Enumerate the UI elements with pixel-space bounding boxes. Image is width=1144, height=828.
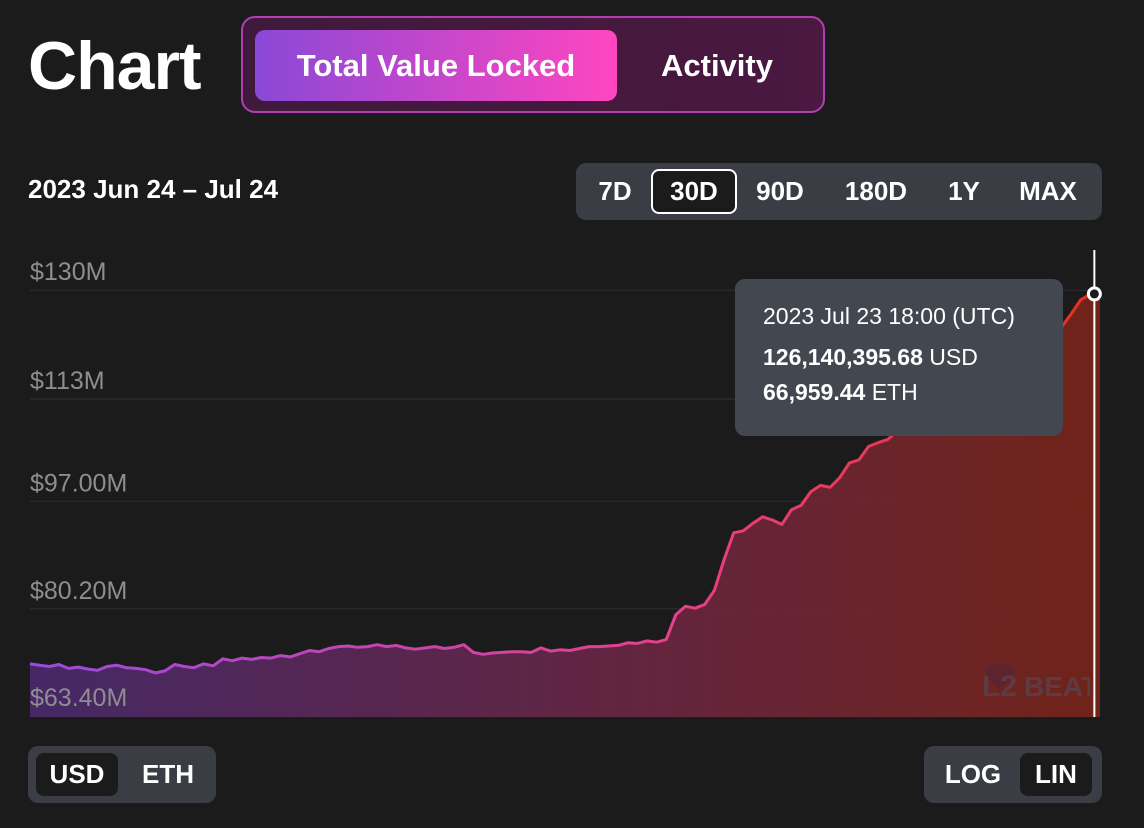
y-tick-label: $130M — [30, 258, 106, 286]
range-30d-button[interactable]: 30D — [651, 169, 737, 214]
log-scale-button[interactable]: LOG — [944, 759, 1002, 789]
tvl-area — [30, 290, 1100, 717]
range-max-button[interactable]: MAX — [1019, 176, 1077, 206]
tooltip-eth-value: 66,959.44 — [763, 379, 866, 405]
y-tick-label: $113M — [30, 367, 105, 395]
eth-button[interactable]: ETH — [142, 759, 194, 789]
range-90d-button[interactable]: 90D — [756, 176, 804, 206]
range-7d-button[interactable]: 7D — [598, 176, 632, 206]
page-title: Chart — [28, 28, 202, 104]
range-1y-button[interactable]: 1Y — [948, 176, 980, 206]
view-tabs: Total Value Locked Activity — [241, 16, 825, 113]
tooltip-usd-unit: USD — [929, 344, 978, 370]
chart-tooltip: 2023 Jul 23 18:00 (UTC) 126,140,395.68 U… — [735, 279, 1063, 436]
tooltip-usd: 126,140,395.68 USD — [763, 344, 1035, 371]
tooltip-usd-value: 126,140,395.68 — [763, 344, 923, 370]
hover-point-marker — [1086, 286, 1102, 302]
tab-activity[interactable]: Activity — [661, 47, 773, 83]
tab-total-value-locked[interactable]: Total Value Locked — [255, 30, 617, 101]
y-tick-label: $80.20M — [30, 577, 127, 605]
time-range-selector: 7D 30D 90D 180D 1Y MAX — [576, 163, 1102, 220]
tooltip-eth-unit: ETH — [871, 379, 918, 405]
l2beat-logo: L2 BEAT — [980, 656, 1098, 704]
date-range-label: 2023 Jun 24 – Jul 24 — [28, 174, 279, 204]
svg-text:L2: L2 — [982, 670, 1017, 703]
y-tick-label: $63.40M — [30, 684, 127, 712]
range-180d-button[interactable]: 180D — [844, 176, 908, 206]
svg-text:BEAT: BEAT — [1024, 671, 1090, 702]
lin-scale-button[interactable]: LIN — [1020, 753, 1092, 796]
scale-toggle: LOG LIN — [924, 746, 1102, 803]
usd-button[interactable]: USD — [36, 753, 118, 796]
tooltip-date: 2023 Jul 23 18:00 (UTC) — [763, 303, 1015, 329]
y-tick-label: $97.00M — [30, 469, 127, 497]
tooltip-eth: 66,959.44 ETH — [763, 379, 1035, 406]
currency-toggle: USD ETH — [28, 746, 216, 803]
